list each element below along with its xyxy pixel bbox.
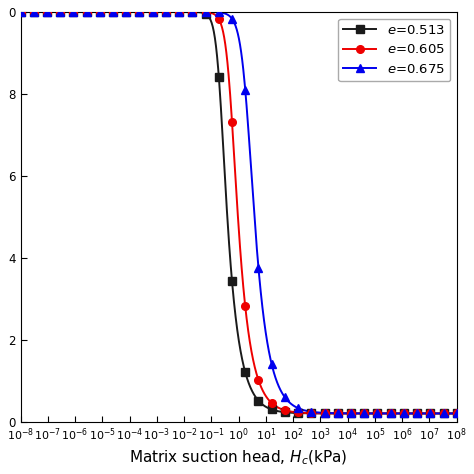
X-axis label: Matrix suction head, $H_c$(kPa): Matrix suction head, $H_c$(kPa) — [129, 449, 348, 467]
Legend: $e$=0.513, $e$=0.605, $e$=0.675: $e$=0.513, $e$=0.605, $e$=0.675 — [338, 18, 450, 82]
